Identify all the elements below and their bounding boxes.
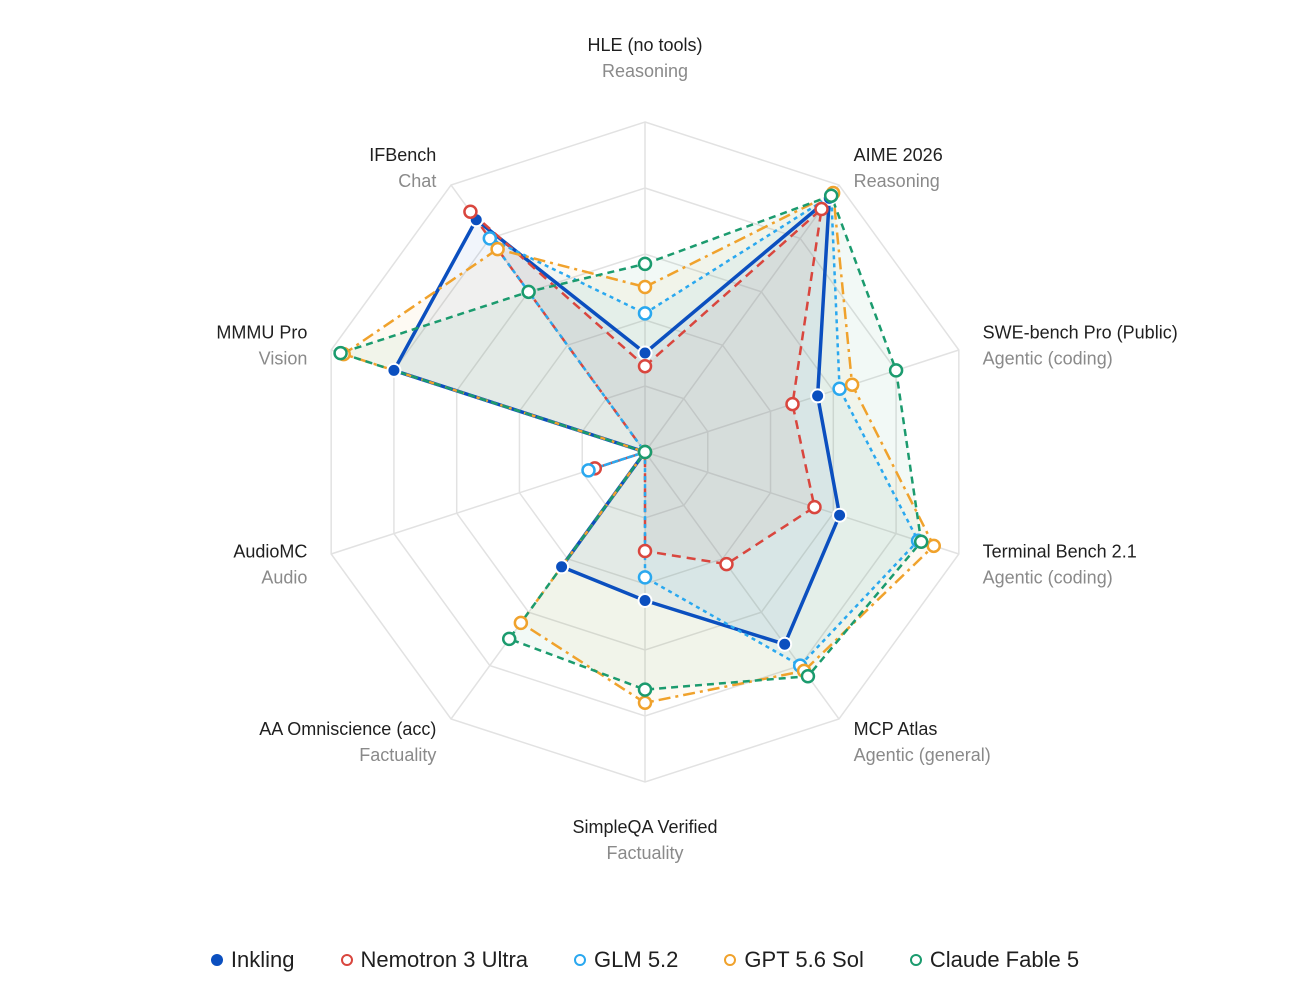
axis-label-mmmu-pro: MMMU Pro — [216, 322, 307, 342]
legend: Inkling Nemotron 3 Ultra GLM 5.2 GPT 5.6 So… — [0, 940, 1290, 980]
data-point-inkling-9 — [386, 362, 402, 378]
data-point-claude-fable-5-8 — [637, 444, 653, 460]
data-point-gpt-5-6-sol-1 — [637, 279, 653, 295]
axis-label-audiomc: AudioMC — [233, 542, 307, 562]
data-point-gpt-5-6-sol-6 — [637, 695, 653, 711]
axis-category-swe-bench-pro-public: Agentic (coding) — [983, 348, 1113, 368]
data-point-claude-fable-5-9 — [333, 345, 348, 361]
legend-marker-nemotron-3-ultra — [340, 954, 353, 966]
axis-label-mcp-atlas: MCP Atlas — [854, 719, 938, 739]
axis-label-simpleqa-verified: SimpleQA Verified — [572, 817, 717, 837]
data-point-claude-fable-5-2 — [823, 188, 839, 203]
axis-category-aime-2026: Reasoning — [854, 171, 940, 191]
axis-category-aa-omniscience-acc: Factuality — [359, 745, 436, 765]
data-point-claude-fable-5-10 — [521, 284, 536, 300]
data-point-nemotron-3-ultra-3 — [785, 396, 800, 412]
legend-label-gpt-5-6-sol: GPT 5.6 Sol — [744, 947, 864, 972]
series-fill-inkling — [393, 198, 840, 645]
data-point-claude-fable-5-7 — [501, 631, 517, 647]
data-point-gpt-5-6-sol-3 — [844, 377, 860, 392]
data-point-nemotron-3-ultra-1 — [637, 358, 653, 374]
legend-marker-claude-fable-5 — [909, 954, 922, 966]
data-point-nemotron-3-ultra-2 — [814, 201, 829, 217]
axis-label-aime-2026: AIME 2026 — [854, 145, 943, 165]
data-point-nemotron-3-ultra-10 — [463, 204, 478, 219]
axis-category-audiomc: Audio — [261, 568, 307, 588]
axis-label-ifbench: IFBench — [369, 145, 436, 165]
data-point-gpt-5-6-sol-10 — [490, 241, 505, 257]
legend-label-glm-5-2: GLM 5.2 — [594, 947, 679, 972]
data-point-claude-fable-5-3 — [888, 363, 904, 378]
legend-label-inkling: Inkling — [230, 947, 295, 972]
data-point-nemotron-3-ultra-6 — [637, 543, 653, 559]
axis-label-aa-omniscience-acc: AA Omniscience (acc) — [259, 719, 436, 739]
data-point-glm-5-2-1 — [637, 306, 653, 321]
data-point-claude-fable-5-1 — [637, 256, 653, 272]
grid-spoke-4 — [644, 451, 960, 555]
axis-category-simpleqa-verified: Factuality — [606, 843, 683, 863]
data-point-gpt-5-6-sol-4 — [926, 538, 941, 554]
legend-item-claude-fable-5: Claude Fable 5 — [909, 947, 1080, 973]
data-point-inkling-4 — [832, 507, 848, 523]
legend-marker-gpt-5-6-sol — [724, 954, 737, 966]
data-point-claude-fable-5-5 — [800, 669, 816, 684]
axis-label-hle-no-tools: HLE (no tools) — [587, 35, 702, 55]
grid-spoke-2 — [644, 184, 840, 453]
grid-spoke-3 — [644, 349, 960, 453]
legend-marker-inkling — [210, 954, 223, 966]
data-point-claude-fable-5-6 — [637, 682, 653, 697]
axis-label-swe-bench-pro-public: SWE-bench Pro (Public) — [983, 322, 1178, 342]
data-point-inkling-7 — [554, 559, 570, 575]
data-point-gpt-5-6-sol-7 — [513, 615, 529, 631]
data-point-inkling-6 — [637, 593, 653, 608]
legend-label-claude-fable-5: Claude Fable 5 — [929, 947, 1080, 972]
series-line-claude-fable-5 — [339, 194, 923, 691]
legend-item-nemotron-3-ultra: Nemotron 3 Ultra — [340, 947, 529, 973]
axis-category-mcp-atlas: Agentic (general) — [854, 745, 991, 765]
data-point-glm-5-2-6 — [637, 570, 653, 585]
axis-category-ifbench: Chat — [398, 171, 436, 191]
data-point-glm-5-2-8 — [581, 463, 596, 478]
series-fill-claude-fable-5 — [340, 195, 922, 690]
series-line-glm-5-2 — [488, 194, 920, 667]
axis-labels: HLE (no tools) Reasoning AIME 2026 Reasonin… — [216, 35, 1177, 863]
data-point-nemotron-3-ultra-5 — [719, 556, 734, 572]
legend-marker-glm-5-2 — [574, 954, 587, 966]
data-point-inkling-1 — [637, 345, 653, 361]
legend-item-gpt-5-6-sol: GPT 5.6 Sol — [724, 947, 864, 973]
axis-category-terminal-bench-2-1: Agentic (coding) — [983, 568, 1113, 588]
data-point-claude-fable-5-4 — [913, 534, 929, 549]
series-markers — [333, 185, 941, 711]
data-point-inkling-5 — [777, 636, 793, 652]
data-point-glm-5-2-10 — [482, 231, 498, 246]
axis-category-hle-no-tools: Reasoning — [602, 61, 688, 81]
data-point-glm-5-2-3 — [832, 381, 847, 397]
legend-item-inkling: Inkling — [210, 947, 295, 973]
data-point-nemotron-3-ultra-4 — [807, 499, 822, 515]
axis-label-terminal-bench-2-1: Terminal Bench 2.1 — [983, 542, 1137, 562]
legend-item-glm-5-2: GLM 5.2 — [574, 947, 678, 973]
axis-category-mmmu-pro: Vision — [259, 348, 308, 368]
data-point-inkling-3 — [810, 388, 826, 404]
legend-label-nemotron-3-ultra: Nemotron 3 Ultra — [360, 947, 529, 972]
series-fill-nemotron-3-ultra — [470, 209, 822, 565]
